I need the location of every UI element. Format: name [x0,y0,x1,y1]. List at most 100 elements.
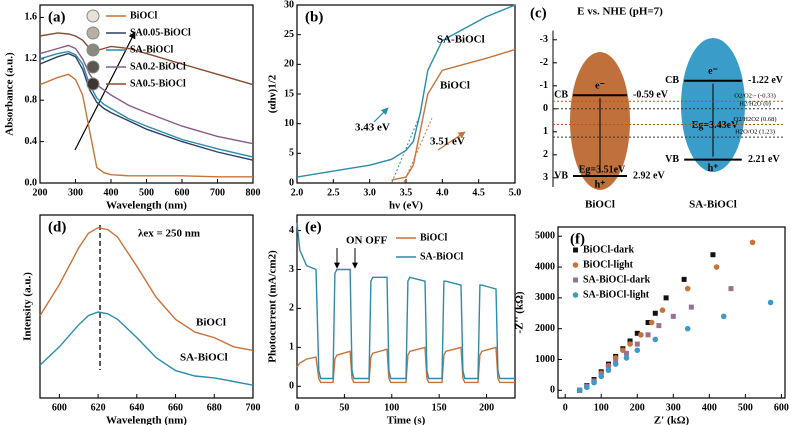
x-tick-label: 3.5 [400,187,413,198]
chart-title: E vs. NHE (pH=7) [577,6,663,18]
data-point [710,252,716,258]
y-tick-label: 5000 [535,231,555,242]
x-tick-label: 150 [432,402,447,413]
carrier: e⁻ [708,66,718,77]
x-axis-label: Z' (kΩ) [654,415,690,425]
data-point [634,330,640,336]
band-label: VB [554,170,568,181]
legend-label: SA0.2-BiOCl [130,61,186,72]
x-tick-label: 700 [246,402,261,413]
data-line [39,311,254,386]
legend-label: BiOCl [420,232,447,243]
x-tick-label: 300 [666,402,681,413]
carrier: h⁺ [708,163,719,174]
y-tick-label: 15 [284,88,294,99]
data-point [659,307,666,313]
x-tick-label: 400 [104,187,119,198]
data-point [613,358,619,364]
data-line [39,73,253,178]
data-line [39,227,254,352]
y-axis-label: (αhν)1/2 [267,74,279,113]
series-label: SA-BiOCl [437,34,485,46]
y-axis-label: Absorbance (a.u.) [4,52,16,136]
y-tick-label: 0 [289,177,294,188]
x-tick-label: 500 [738,402,753,413]
data-point [627,341,633,347]
data-point [681,276,687,282]
tangent-line [391,114,421,183]
material-name: SA-BiOCl [689,199,737,211]
y-tick-label: 1 [289,342,294,353]
redox-label: O2/O2·- (-0.33) [734,93,776,100]
legend-label: BiOCl-light [583,259,634,270]
data-point [749,239,756,246]
x-tick-label: 0 [295,402,300,413]
data-line [39,32,254,86]
x-tick-label: 4.0 [436,187,449,198]
x-tick-label: 200 [33,187,48,198]
data-point [688,304,694,310]
series-label: BiOCl [196,317,226,329]
x-tick-label: 100 [384,402,399,413]
data-line [296,222,515,380]
band-label: CB [665,75,679,86]
data-point [645,320,651,326]
y-tick-label: 0 [550,385,555,396]
sample-photo [86,60,100,74]
y-tick-label: -3 [540,34,548,45]
y-tick-label: 30 [284,0,294,10]
data-point [652,336,659,343]
panel-label: (a) [48,9,66,25]
data-point [634,341,640,347]
legend-swatch [573,247,578,253]
y-tick-label: 20 [284,59,294,70]
y-tick-label: 0.0 [25,177,38,188]
data-point [584,384,590,391]
y-tick-label: 0.4 [25,136,38,147]
data-point [576,387,583,394]
material-name: BiOCl [585,199,615,211]
data-point [648,319,655,326]
y-axis-label: Intensity (a.u.) [22,272,34,341]
data-point [605,367,612,374]
data-point [656,323,662,329]
y-axis-label: Photocurrent (mA/cm2) [267,250,279,363]
plot-frame [557,226,786,399]
sample-photo [86,26,100,40]
legend-label: SA-BiOCl [130,44,174,55]
x-axis-label: Time (s) [387,415,426,425]
y-tick-label: 25 [284,29,294,40]
series-label: BiOCl [440,80,470,92]
band-value: -1.22 eV [748,75,784,86]
x-tick-label: 620 [91,402,106,413]
x-tick-label: 200 [479,402,494,413]
y-tick-label: 3 [289,264,294,275]
data-point [663,295,669,301]
y-tick-label: 0.8 [25,95,38,106]
band-value: 2.92 eV [633,170,665,181]
x-tick-label: 100 [594,402,609,413]
x-tick-label: 4.5 [472,187,485,198]
y-tick-label: -1 [540,80,548,91]
x-tick-label: 600 [52,402,67,413]
y-tick-label: 3 [543,172,548,183]
y-tick-label: 2 [289,303,294,314]
y-tick-label: 4000 [535,261,555,272]
annotation-arrow [373,107,389,123]
x-tick-label: 50 [339,402,349,413]
data-point [713,264,720,270]
x-tick-label: 800 [246,187,261,198]
redox-label: H2O/O2 (1.23) [735,129,775,136]
y-tick-label: 3000 [535,292,555,303]
annotation: ON OFF [346,235,388,247]
legend-label: SA0.05-BiOCl [130,27,191,38]
band-value: 2.21 eV [748,154,780,165]
data-point [605,364,611,370]
data-line [39,50,254,158]
y-tick-label: 1.2 [25,53,38,64]
annotation: 3.51 eV [430,136,465,148]
gap-label: Eg=3.51eV [579,165,626,176]
x-tick-label: 300 [68,187,83,198]
y-tick-label: 0 [289,381,294,392]
